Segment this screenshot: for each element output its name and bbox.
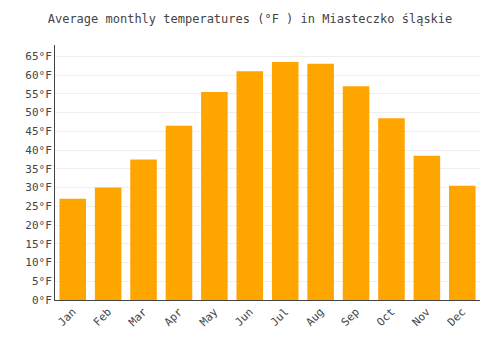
- svg-text:Aug: Aug: [303, 306, 326, 329]
- svg-text:45°F: 45°F: [25, 125, 52, 138]
- svg-text:5°F: 5°F: [32, 275, 52, 288]
- svg-text:Oct: Oct: [374, 306, 397, 329]
- svg-text:55°F: 55°F: [25, 88, 52, 101]
- svg-text:10°F: 10°F: [25, 256, 52, 269]
- svg-text:Nov: Nov: [410, 305, 434, 329]
- svg-text:Sep: Sep: [339, 306, 362, 329]
- svg-text:35°F: 35°F: [25, 163, 52, 176]
- svg-text:60°F: 60°F: [25, 69, 52, 82]
- svg-text:0°F: 0°F: [32, 294, 52, 307]
- svg-text:50°F: 50°F: [25, 106, 52, 119]
- svg-text:Apr: Apr: [162, 305, 186, 329]
- svg-text:Average monthly temperatures (: Average monthly temperatures (°F ) in Mi…: [48, 12, 453, 26]
- svg-text:15°F: 15°F: [25, 238, 52, 251]
- svg-text:30°F: 30°F: [25, 181, 52, 194]
- svg-text:Jun: Jun: [233, 306, 256, 329]
- svg-text:40°F: 40°F: [25, 144, 52, 157]
- svg-text:Jan: Jan: [55, 306, 78, 329]
- svg-text:May: May: [197, 305, 221, 329]
- svg-text:20°F: 20°F: [25, 219, 52, 232]
- svg-text:Jul: Jul: [268, 306, 291, 329]
- svg-text:65°F: 65°F: [25, 50, 52, 63]
- svg-text:25°F: 25°F: [25, 200, 52, 213]
- svg-text:Feb: Feb: [91, 306, 114, 329]
- svg-text:Mar: Mar: [126, 305, 150, 329]
- svg-text:Dec: Dec: [445, 306, 468, 329]
